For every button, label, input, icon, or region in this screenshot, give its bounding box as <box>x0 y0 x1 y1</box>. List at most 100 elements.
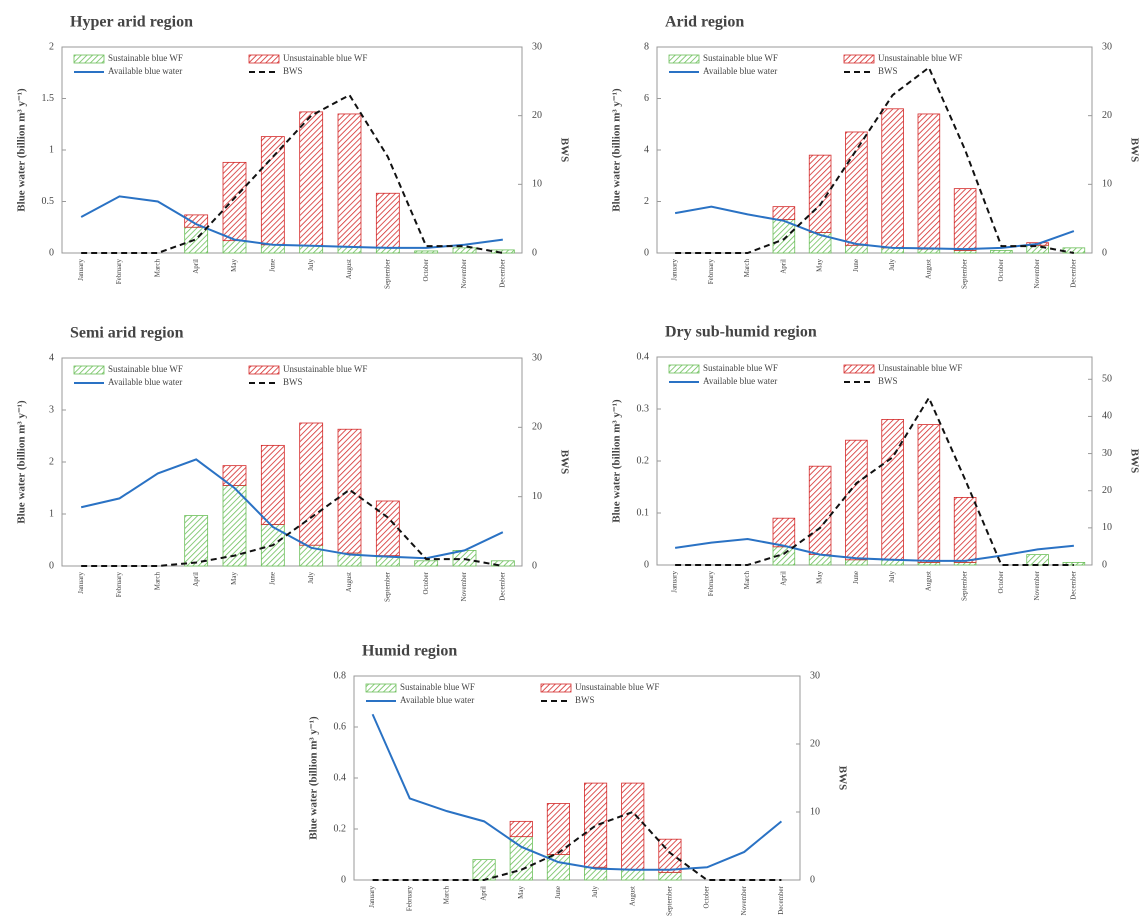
x-tick-label: April <box>192 259 200 274</box>
legend-label: BWS <box>878 66 898 76</box>
legend-label: Available blue water <box>703 66 777 76</box>
x-tick-label: April <box>480 886 488 901</box>
bar <box>490 249 515 254</box>
bar <box>184 515 209 567</box>
x-tick-label: December <box>498 258 506 287</box>
y2-tick-label: 0 <box>1102 247 1107 258</box>
bar <box>509 836 533 881</box>
bar <box>658 871 682 881</box>
legend-label: Sustainable blue WF <box>400 682 475 692</box>
x-tick-label: September <box>666 885 674 916</box>
line <box>674 537 1074 562</box>
y2-tick-label: 20 <box>532 110 542 121</box>
legend-label: Available blue water <box>400 695 474 705</box>
bar <box>584 782 608 868</box>
x-tick-label: February <box>115 572 123 598</box>
x-tick-label: October <box>997 258 1005 281</box>
x-tick-label: September <box>383 258 391 289</box>
legend-swatch <box>668 54 700 64</box>
x-tick-label: December <box>498 571 506 600</box>
y2-tick-label: 10 <box>1102 522 1112 533</box>
x-tick-label: January <box>671 259 679 281</box>
line <box>372 810 782 881</box>
line <box>675 395 1074 566</box>
y2-tick-label: 10 <box>1102 179 1112 190</box>
bar <box>772 517 796 548</box>
x-tick-label: June <box>852 259 860 272</box>
bar <box>472 859 496 881</box>
y2-tick-label: 10 <box>810 806 820 817</box>
legend-label: BWS <box>283 66 303 76</box>
legend-swatch <box>248 365 280 375</box>
x-tick-label: February <box>707 259 715 285</box>
y2-tick-label: 30 <box>1102 448 1112 459</box>
plot-frame <box>656 356 1093 566</box>
y-tick-label: 6 <box>644 93 649 104</box>
legend-label: Unsustainable blue WF <box>878 363 962 373</box>
x-tick-label: April <box>779 259 787 274</box>
x-tick-label: July <box>888 259 896 271</box>
legend-swatch <box>248 54 280 64</box>
legend-label: Sustainable blue WF <box>703 363 778 373</box>
bar <box>375 192 400 249</box>
x-tick-label: April <box>779 571 787 586</box>
plot-frame <box>353 675 801 881</box>
x-tick-label: October <box>997 570 1005 593</box>
x-tick-label: January <box>368 886 376 908</box>
x-tick-label: July <box>307 259 315 271</box>
y-tick-label: 2 <box>644 196 649 207</box>
x-tick-label: October <box>703 885 711 908</box>
line <box>81 93 504 254</box>
legend-label: Unsustainable blue WF <box>575 682 659 692</box>
x-tick-label: July <box>888 571 896 583</box>
y-axis-label: Blue water (billion m³ y⁻¹) <box>16 88 28 212</box>
y-tick-label: 0.1 <box>637 507 650 518</box>
bar <box>808 465 832 556</box>
bar <box>917 248 941 254</box>
legend-label: Unsustainable blue WF <box>283 53 367 63</box>
x-tick-label: May <box>816 571 824 584</box>
chart-title: Semi arid region <box>70 325 184 342</box>
bar <box>375 500 400 556</box>
y2-tick-label: 40 <box>1102 411 1112 422</box>
bar <box>808 154 832 233</box>
legend-label: Available blue water <box>108 66 182 76</box>
bar <box>845 439 868 561</box>
bar <box>184 214 209 228</box>
legend-swatch <box>73 54 105 64</box>
y-tick-label: 4 <box>644 144 649 155</box>
line <box>371 713 783 871</box>
legend-swatch <box>843 364 875 374</box>
y-tick-label: 0.4 <box>334 772 347 783</box>
y2-axis-label: BWS <box>836 766 848 790</box>
legend-swatch <box>668 364 700 374</box>
y-tick-label: 0 <box>341 874 346 885</box>
bar <box>299 111 324 247</box>
x-tick-label: November <box>740 885 748 915</box>
x-tick-label: October <box>422 571 430 594</box>
y-tick-label: 0.2 <box>637 455 650 466</box>
bar <box>845 559 868 566</box>
y-tick-label: 0 <box>644 247 649 258</box>
legend-label: Unsustainable blue WF <box>878 53 962 63</box>
y2-tick-label: 10 <box>532 179 542 190</box>
y2-tick-label: 0 <box>810 874 815 885</box>
y-tick-label: 0.5 <box>42 196 55 207</box>
legend-swatch <box>365 683 397 693</box>
y2-tick-label: 0 <box>1102 559 1107 570</box>
bar <box>621 869 645 881</box>
x-tick-label: September <box>961 258 969 289</box>
x-tick-label: June <box>268 259 276 272</box>
bar <box>337 113 362 248</box>
y2-tick-label: 20 <box>1102 110 1112 121</box>
y2-tick-label: 30 <box>532 352 542 363</box>
x-tick-label: May <box>816 259 824 272</box>
y2-axis-label: BWS <box>558 450 570 474</box>
bar <box>260 244 285 254</box>
bar <box>772 206 796 220</box>
chart-title: Arid region <box>665 14 744 31</box>
bar <box>1026 244 1049 254</box>
bar <box>845 244 868 254</box>
y2-tick-label: 50 <box>1102 374 1112 385</box>
